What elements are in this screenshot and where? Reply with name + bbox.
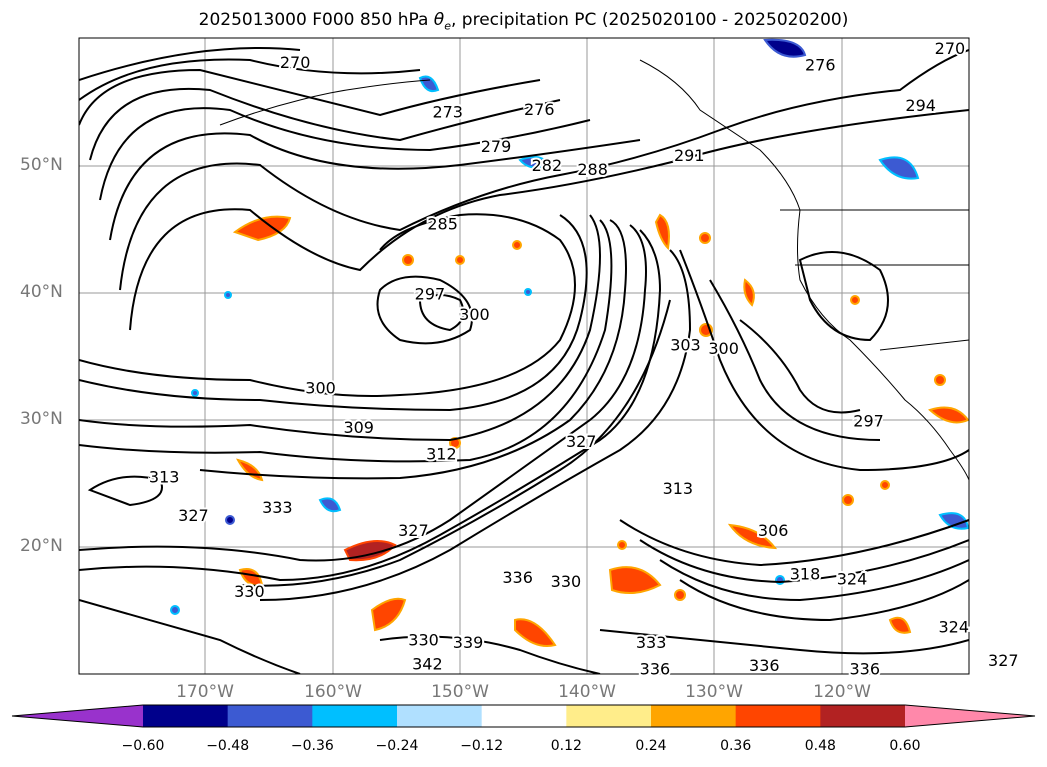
colorbar-max-extension [905, 705, 1035, 727]
colorbar-segment [651, 705, 737, 727]
contour-label: 312 [426, 445, 457, 464]
lat-tick-label: 50°N [20, 155, 63, 175]
contour-label: 333 [262, 498, 293, 517]
contour-label: 288 [577, 160, 608, 179]
colorbar-tick-label: −0.48 [206, 738, 250, 754]
contour-label: 327 [398, 521, 429, 540]
contour-label: 342 [412, 655, 443, 674]
colorbar-segment [143, 705, 229, 727]
colorbar-tick-label: −0.24 [375, 738, 419, 754]
contour-label: 327 [566, 432, 597, 451]
colorbar-tick-label: −0.36 [290, 738, 334, 754]
lon-tick-label: 150°W [431, 682, 489, 702]
contour-label: 318 [790, 564, 821, 583]
colorbar-tick-label: −0.60 [121, 738, 165, 754]
contour-label: 336 [849, 660, 880, 679]
contour-label: 336 [640, 660, 671, 679]
contour-label: 297 [853, 412, 884, 431]
colorbar-tick-label: 0.48 [804, 738, 836, 754]
contour-label: 339 [453, 633, 484, 652]
map-frame [78, 37, 970, 675]
contour-label: 313 [663, 479, 694, 498]
contour-label: 306 [758, 521, 789, 540]
lat-tick-label: 30°N [20, 409, 63, 429]
contour-label: 336 [502, 568, 533, 587]
lon-tick-label: 120°W [813, 682, 871, 702]
contour-label: 324 [837, 569, 868, 588]
colorbar-segment [820, 705, 906, 727]
colorbar [11, 704, 1036, 728]
contour-label: 297 [415, 284, 446, 303]
contour-label: 300 [305, 379, 336, 398]
contour-label: 276 [524, 100, 555, 119]
contour-label: 333 [636, 633, 667, 652]
contour-label: 336 [749, 656, 780, 675]
contour-label: 270 [280, 53, 311, 72]
contour-label: 330 [551, 572, 582, 591]
colorbar-segment [397, 705, 483, 727]
colorbar-tick-label: 0.12 [550, 738, 582, 754]
contour-label: 327 [988, 651, 1019, 670]
lon-tick-label: 130°W [685, 682, 743, 702]
colorbar-tick-label: 0.36 [720, 738, 752, 754]
colorbar-segment [735, 705, 821, 727]
contour-label: 313 [149, 468, 180, 487]
contour-label: 327 [178, 506, 209, 525]
contour-label: 270 [935, 39, 966, 58]
precipitation-shading [170, 38, 969, 647]
colorbar-segment [312, 705, 398, 727]
chart-title: 2025013000 F000 850 hPa θe, precipitatio… [198, 10, 849, 33]
lat-tick-label: 40°N [20, 282, 63, 302]
lat-tick-label: 20°N [20, 536, 63, 556]
colorbar-min-extension [12, 705, 143, 727]
lon-tick-label: 160°W [304, 682, 362, 702]
lon-tick-label: 140°W [558, 682, 616, 702]
theta-e-contours [79, 47, 969, 674]
colorbar-segment [227, 705, 313, 727]
contour-label: 273 [432, 103, 463, 122]
colorbar-tick-label: 0.24 [635, 738, 667, 754]
contour-label: 324 [938, 618, 969, 637]
contour-label: 330 [408, 630, 439, 649]
colorbar-tick-label: 0.60 [889, 738, 921, 754]
colorbar-tick-label: −0.12 [460, 738, 504, 754]
contour-label: 291 [674, 146, 705, 165]
contour-label: 300 [459, 305, 490, 324]
colorbar-segment [566, 705, 652, 727]
contour-label-layer: 270 273 276 279 282 285 288 291 294 297 300 303 300 3… [147, 37, 1021, 681]
contour-label: 303 [670, 335, 701, 354]
contour-label: 276 [805, 55, 836, 74]
contour-label: 285 [427, 214, 458, 233]
contour-label: 300 [708, 339, 739, 358]
contour-label: 309 [343, 418, 374, 437]
colorbar-segment [481, 705, 567, 727]
contour-label: 279 [481, 137, 512, 156]
gridlines [79, 38, 969, 674]
contour-label: 330 [234, 582, 265, 601]
contour-label: 294 [905, 96, 936, 115]
coastlines [219, 59, 969, 481]
contour-label: 282 [532, 156, 563, 175]
lon-tick-label: 170°W [176, 682, 234, 702]
